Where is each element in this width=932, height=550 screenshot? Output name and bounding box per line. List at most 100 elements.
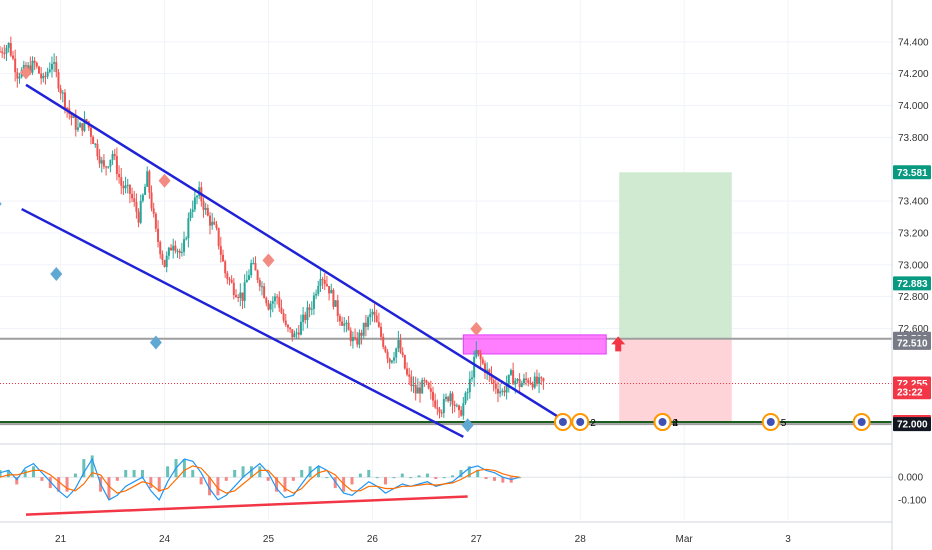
candle-body — [397, 340, 400, 349]
candle-body — [278, 297, 281, 308]
profit-zone[interactable] — [619, 172, 732, 339]
flag-inner-icon — [857, 418, 866, 427]
candle-body — [358, 332, 361, 345]
candle-body — [423, 380, 426, 382]
histogram-bar — [132, 469, 136, 478]
candle-body — [505, 384, 508, 393]
candle-body — [425, 380, 428, 383]
candle-body — [538, 377, 541, 384]
candle-body — [347, 322, 350, 331]
candle-body — [107, 166, 110, 168]
candle-body — [282, 313, 285, 321]
candle-body — [367, 317, 370, 327]
histogram-bar — [417, 475, 421, 478]
channel-lower-line[interactable] — [21, 207, 464, 438]
candle-body — [245, 279, 248, 283]
divergence-line[interactable] — [25, 495, 468, 516]
histogram-bar — [224, 477, 228, 481]
candle-body — [522, 378, 525, 384]
candle-body — [499, 391, 502, 394]
candle-body — [315, 293, 318, 296]
candle-body — [360, 332, 363, 336]
descending-channel[interactable] — [21, 83, 568, 438]
candle-body — [219, 246, 222, 255]
candle-body — [336, 300, 339, 317]
candle-body — [403, 355, 406, 369]
candle-body — [40, 73, 43, 79]
candle-body — [492, 380, 495, 384]
candle-body — [280, 307, 283, 314]
candle-body — [202, 201, 205, 210]
candle-body — [289, 327, 292, 330]
candle-body — [341, 321, 344, 326]
candle-body — [193, 197, 196, 210]
candle-body — [442, 399, 445, 413]
histogram-bar — [191, 469, 195, 478]
flag-inner-icon — [658, 418, 667, 427]
candle-body — [113, 154, 116, 157]
candle-body — [44, 75, 47, 77]
histogram-bar — [484, 477, 488, 480]
histogram-bar — [358, 473, 362, 478]
event-count-label: 2 — [673, 418, 679, 429]
candle-body — [434, 400, 437, 408]
histogram-bar — [501, 477, 505, 483]
candle-body — [349, 330, 352, 342]
candle-body — [427, 382, 430, 389]
candle-body — [0, 51, 1, 53]
candle-body — [514, 380, 517, 385]
candle-body — [226, 273, 229, 280]
candle-body — [81, 123, 84, 131]
histogram-bar — [308, 466, 312, 478]
candle-body — [70, 114, 73, 118]
candle-body — [258, 279, 261, 287]
long-position-tool[interactable] — [619, 172, 732, 423]
candle-body — [306, 307, 309, 321]
event-markers[interactable]: 162425 — [553, 413, 871, 432]
candle-body — [269, 303, 272, 310]
candle-body — [234, 295, 237, 298]
candle-body — [148, 171, 151, 193]
candle-body — [72, 116, 75, 118]
loss-zone[interactable] — [619, 338, 732, 423]
candle-body — [386, 351, 389, 359]
candle-body — [345, 322, 348, 324]
candle-body — [421, 380, 424, 394]
candle-body — [412, 385, 415, 387]
time-tick-label: 3 — [785, 534, 791, 545]
candle-body — [518, 378, 521, 387]
candle-body — [22, 65, 25, 70]
candle-body — [429, 388, 432, 392]
candle-body — [384, 346, 387, 352]
candle-body — [271, 301, 274, 304]
histogram-bar — [73, 473, 77, 478]
candle-body — [295, 332, 298, 334]
candle-body — [369, 313, 372, 318]
candle-body — [291, 329, 294, 338]
price-tick-label: 74.000 — [898, 101, 929, 112]
histogram-bar — [149, 477, 153, 489]
candle-body — [178, 250, 181, 253]
oscillator-tick-label: 0.000 — [898, 473, 923, 484]
candle-body — [371, 311, 374, 314]
histogram-bar — [82, 459, 86, 478]
candle-body — [144, 186, 147, 195]
candle-body — [308, 307, 311, 310]
candle-body — [152, 208, 155, 214]
supply-zone[interactable] — [462, 334, 626, 355]
candle-body — [432, 391, 435, 401]
candle-body — [334, 300, 337, 307]
price-tags: 73.58172.88372.53672.51072.25523:2272.01… — [893, 165, 931, 432]
histogram-bar — [199, 477, 203, 485]
pivot-low-marker — [461, 418, 474, 433]
supply-zone-rect[interactable] — [462, 334, 607, 355]
candle-body — [380, 326, 383, 337]
channel-upper-line[interactable] — [25, 83, 568, 424]
candle-body — [362, 322, 365, 336]
price-tag — [893, 165, 931, 180]
candle-body — [488, 369, 491, 374]
histogram-bar — [182, 459, 186, 478]
candle-body — [490, 373, 493, 381]
